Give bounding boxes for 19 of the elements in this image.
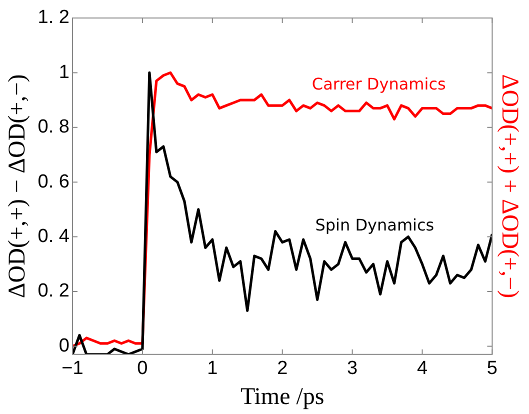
y-tick-label: 1. 2 (38, 7, 70, 28)
x-tick-label: −1 (62, 358, 84, 380)
x-tick-label: 2 (277, 358, 288, 380)
x-tick-label: 3 (347, 358, 358, 380)
y-tick-label: 0 (58, 335, 70, 356)
y-tick-label: 0. 6 (38, 171, 70, 192)
series-label: Carrer Dynamics (312, 74, 446, 94)
y-axis-title: ΔOD(+,+) − ΔOD(+,−) (4, 74, 31, 298)
x-tick-label: 4 (416, 358, 428, 380)
x-tick-label: 5 (486, 358, 498, 380)
x-axis-title: Time /ps (240, 384, 324, 410)
y-tick-label: 1 (58, 62, 70, 83)
y-tick-label: 0. 8 (38, 116, 70, 138)
y2-axis-title: ΔOD(+,+) + ΔOD(+,−) (496, 74, 522, 298)
x-tick-label: 1 (207, 358, 218, 380)
series-label: Spin Dynamics (315, 216, 434, 235)
y-tick-label: 0. 4 (38, 226, 70, 248)
x-tick-label: 0 (137, 358, 148, 380)
y-tick-label: 0. 2 (38, 280, 70, 302)
